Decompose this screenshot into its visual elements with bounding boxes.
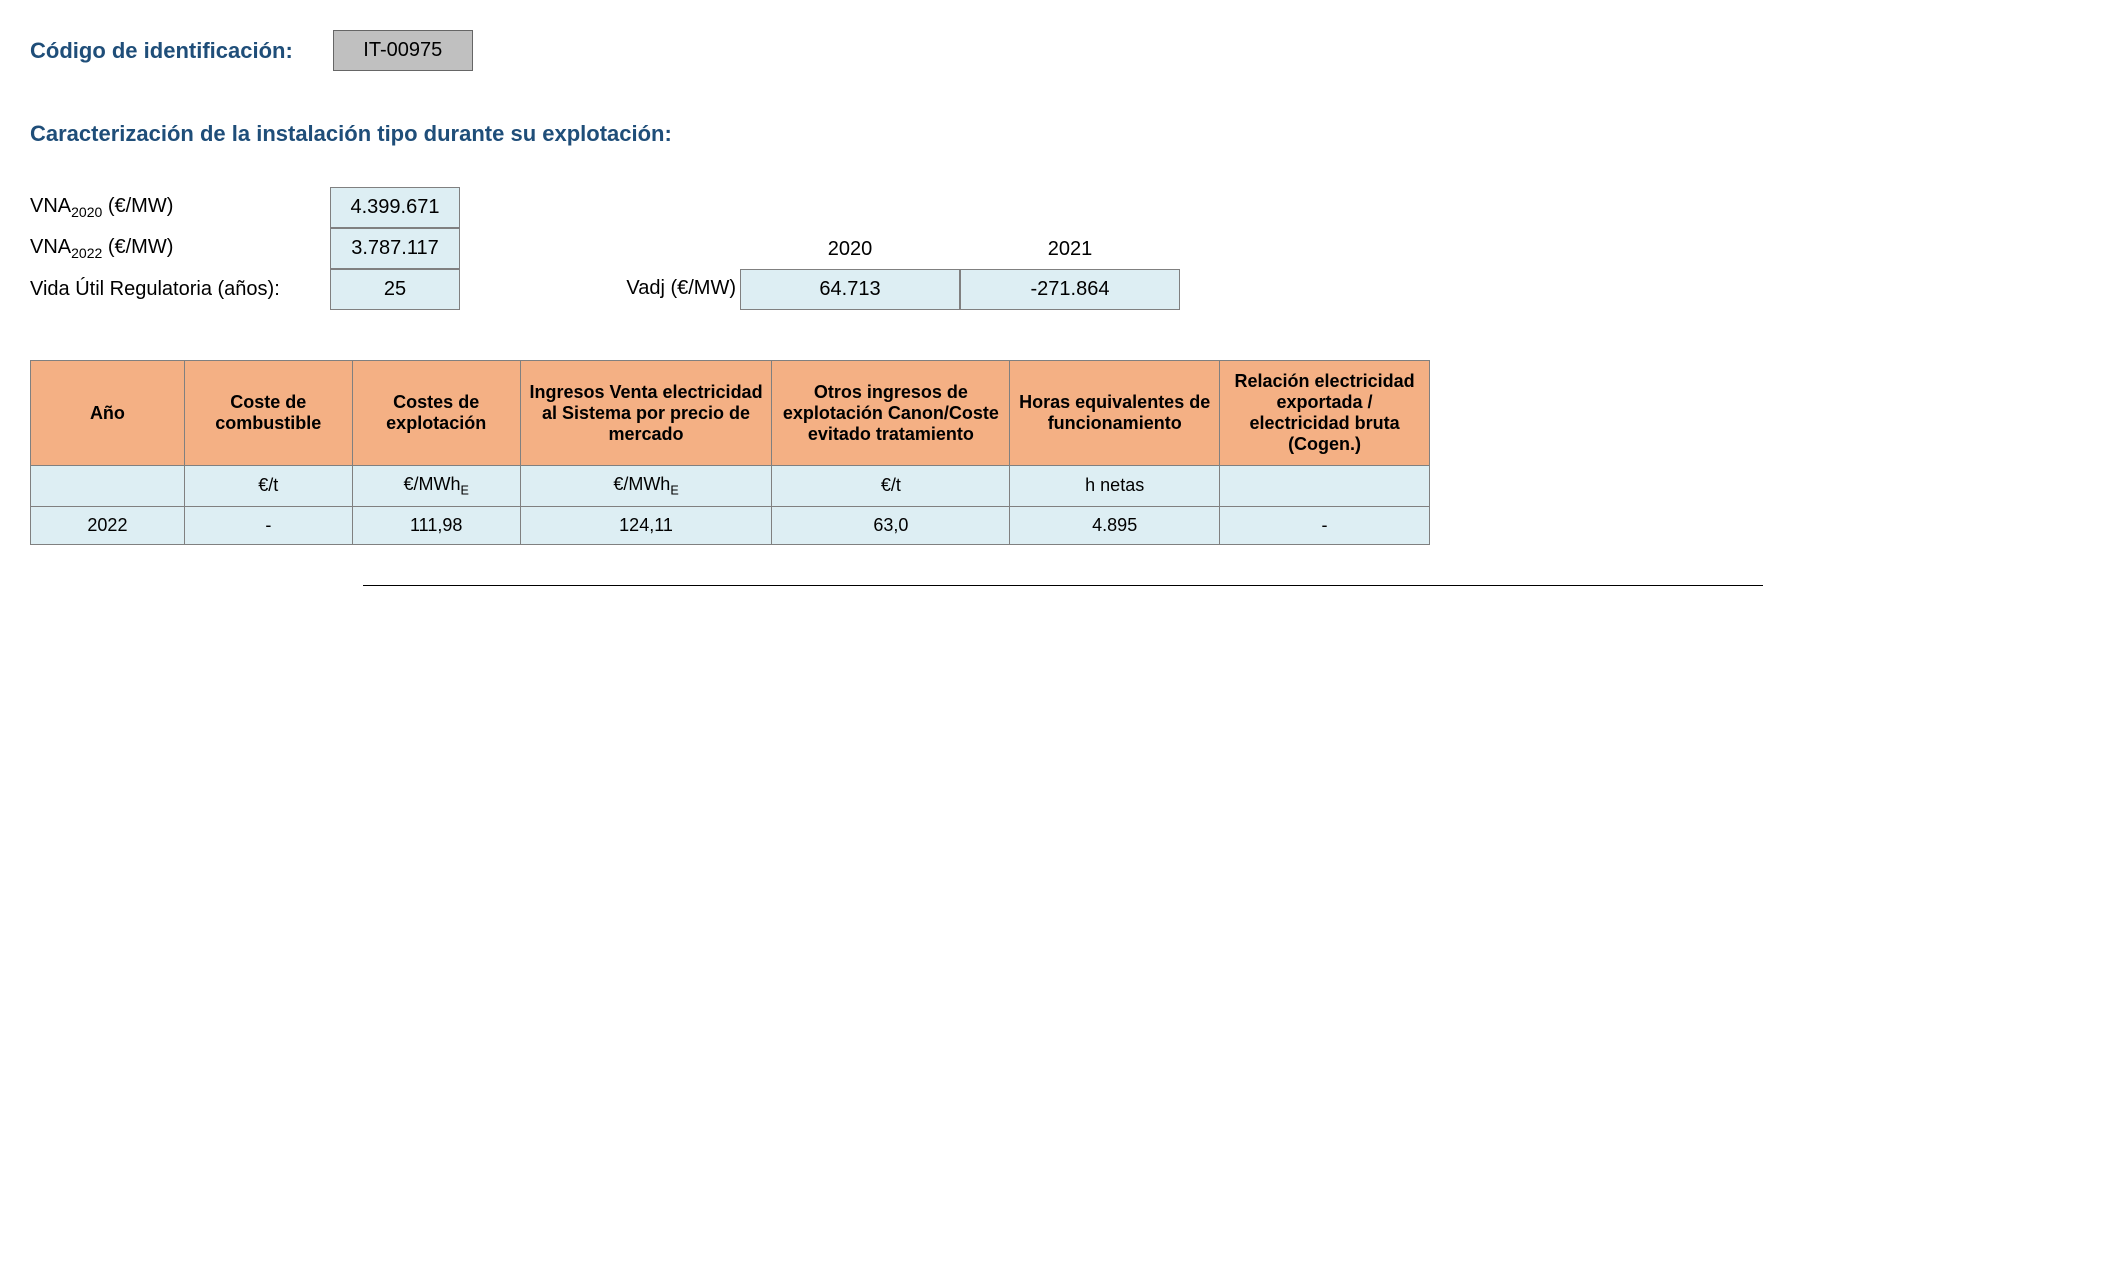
vadj-row: Vadj (€/MW) 64.713 -271.864 xyxy=(600,269,1180,310)
vna2022-row: VNA2022 (€/MW) 3.787.117 xyxy=(30,228,460,269)
unit-3: €/MWhE xyxy=(520,466,772,507)
col-ano: Año xyxy=(31,361,185,466)
vida-label: Vida Útil Regulatoria (años): xyxy=(30,270,330,309)
unit-6 xyxy=(1220,466,1430,507)
code-label: Código de identificación: xyxy=(30,38,293,64)
vadj-label: Vadj (€/MW) xyxy=(600,269,740,310)
cell-horas: 4.895 xyxy=(1010,506,1220,544)
cell-ano: 2022 xyxy=(31,506,185,544)
vadj-block: 2020 2021 Vadj (€/MW) 64.713 -271.864 xyxy=(600,230,1180,310)
table-header-row: Año Coste de combustible Costes de explo… xyxy=(31,361,1430,466)
header-row: Código de identificación: IT-00975 xyxy=(30,30,2096,71)
divider xyxy=(363,585,1763,586)
cell-ingresos: 124,11 xyxy=(520,506,772,544)
unit-1: €/t xyxy=(184,466,352,507)
col-horas: Horas equivalentes de funcionamiento xyxy=(1010,361,1220,466)
col-otros-ingresos: Otros ingresos de explotación Canon/Cost… xyxy=(772,361,1010,466)
section-title: Caracterización de la instalación tipo d… xyxy=(30,121,2096,147)
code-value-box: IT-00975 xyxy=(333,30,473,71)
unit-2: €/MWhE xyxy=(352,466,520,507)
left-params: VNA2020 (€/MW) 4.399.671 VNA2022 (€/MW) … xyxy=(30,187,460,310)
unit-5: h netas xyxy=(1010,466,1220,507)
vadj-value-2021: -271.864 xyxy=(960,269,1180,310)
vadj-year-2021: 2021 xyxy=(960,230,1180,269)
vadj-year-2020: 2020 xyxy=(740,230,960,269)
cell-coste-comb: - xyxy=(184,506,352,544)
vadj-spacer xyxy=(600,230,740,269)
vida-row: Vida Útil Regulatoria (años): 25 xyxy=(30,269,460,310)
cell-costes-expl: 111,98 xyxy=(352,506,520,544)
table-units-row: €/t €/MWhE €/MWhE €/t h netas xyxy=(31,466,1430,507)
vadj-value-2020: 64.713 xyxy=(740,269,960,310)
data-table: Año Coste de combustible Costes de explo… xyxy=(30,360,1430,545)
vna2022-label: VNA2022 (€/MW) xyxy=(30,228,330,269)
vna2020-label: VNA2020 (€/MW) xyxy=(30,187,330,228)
cell-otros: 63,0 xyxy=(772,506,1010,544)
vna2020-value: 4.399.671 xyxy=(330,187,460,228)
col-ingresos-venta: Ingresos Venta electricidad al Sistema p… xyxy=(520,361,772,466)
unit-4: €/t xyxy=(772,466,1010,507)
col-coste-comb: Coste de combustible xyxy=(184,361,352,466)
col-costes-expl: Costes de explotación xyxy=(352,361,520,466)
vida-value: 25 xyxy=(330,269,460,310)
params-region: VNA2020 (€/MW) 4.399.671 VNA2022 (€/MW) … xyxy=(30,187,2096,310)
vna2022-value: 3.787.117 xyxy=(330,228,460,269)
unit-0 xyxy=(31,466,185,507)
vadj-header: 2020 2021 xyxy=(600,230,1180,269)
cell-relacion: - xyxy=(1220,506,1430,544)
vna2020-row: VNA2020 (€/MW) 4.399.671 xyxy=(30,187,460,228)
table-row: 2022 - 111,98 124,11 63,0 4.895 - xyxy=(31,506,1430,544)
col-relacion: Relación electricidad exportada / electr… xyxy=(1220,361,1430,466)
